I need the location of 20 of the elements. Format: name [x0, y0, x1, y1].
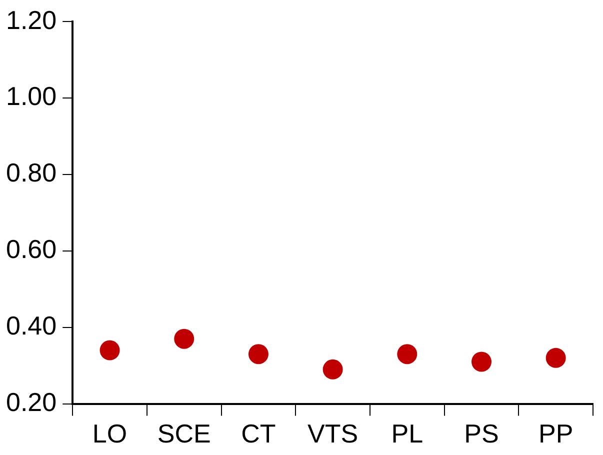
- x-tick-label: LO: [92, 418, 128, 449]
- x-tick-label: SCE: [157, 418, 211, 449]
- point: [397, 344, 418, 364]
- x-tick-label: PL: [391, 418, 424, 449]
- point: [174, 328, 194, 349]
- y-tick-label: 0.20: [6, 386, 57, 417]
- y-tick-label: 1.00: [6, 81, 57, 112]
- y-tick-label: 0.60: [6, 234, 57, 264]
- point: [248, 344, 268, 364]
- point: [546, 348, 566, 368]
- x-tick-label: CT: [241, 418, 276, 449]
- x-tick-label: PS: [464, 418, 499, 449]
- point: [471, 352, 492, 372]
- y-tick-label: 0.80: [6, 158, 57, 188]
- point: [100, 340, 120, 360]
- y-tick-label: 0.40: [6, 310, 57, 341]
- y-tick-label: 1.20: [6, 4, 57, 35]
- x-tick-label: VTS: [308, 418, 358, 449]
- point: [322, 359, 343, 380]
- x-tick-label: PP: [538, 418, 574, 449]
